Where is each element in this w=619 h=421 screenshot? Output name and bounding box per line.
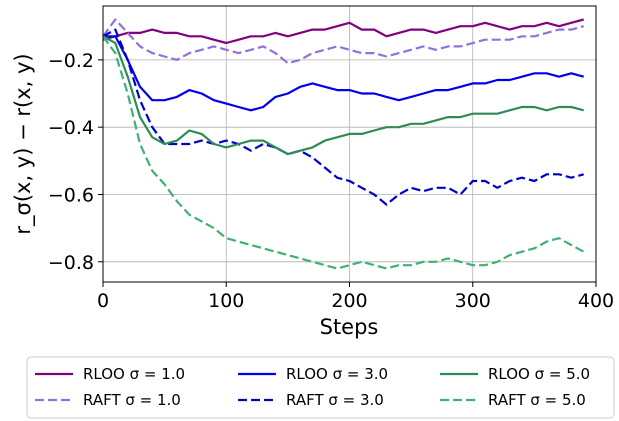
series-line <box>102 35 585 270</box>
x-tick-label: 300 <box>455 290 491 312</box>
legend-label: RLOO σ = 3.0 <box>286 365 388 383</box>
y-tick-label: −0.2 <box>48 50 94 72</box>
series-line <box>102 18 584 65</box>
legend-label: RLOO σ = 5.0 <box>488 365 590 383</box>
series-lines <box>102 18 585 270</box>
x-tick-label: 0 <box>97 290 109 312</box>
x-tick-label: 400 <box>578 290 614 312</box>
x-axis-label: Steps <box>320 315 379 339</box>
series-line <box>102 35 584 156</box>
x-tick-label: 100 <box>208 290 244 312</box>
legend-label: RAFT σ = 1.0 <box>83 391 181 409</box>
legend-label: RLOO σ = 1.0 <box>83 365 185 383</box>
legend-label: RAFT σ = 3.0 <box>286 391 384 409</box>
x-tick-label: 200 <box>331 290 367 312</box>
grid <box>102 6 597 282</box>
series-line <box>103 35 584 112</box>
y-tick-label: −0.6 <box>48 184 94 206</box>
legend-label: RAFT σ = 5.0 <box>488 391 586 409</box>
series-line <box>102 28 584 206</box>
legend: RLOO σ = 1.0 RAFT σ = 1.0 RLOO σ = 3.0 RAFT… <box>26 356 615 419</box>
y-tick-label: −0.4 <box>48 117 94 139</box>
series-line <box>102 18 584 45</box>
legend-box <box>26 356 615 419</box>
axis-ticks: 0 100 200 300 400 −0.2 −0.4 −0.6 −0.8 <box>48 50 614 312</box>
y-axis-label: r_σ(x, y) − r(x, y) <box>11 53 36 234</box>
y-tick-label: −0.8 <box>48 252 94 274</box>
